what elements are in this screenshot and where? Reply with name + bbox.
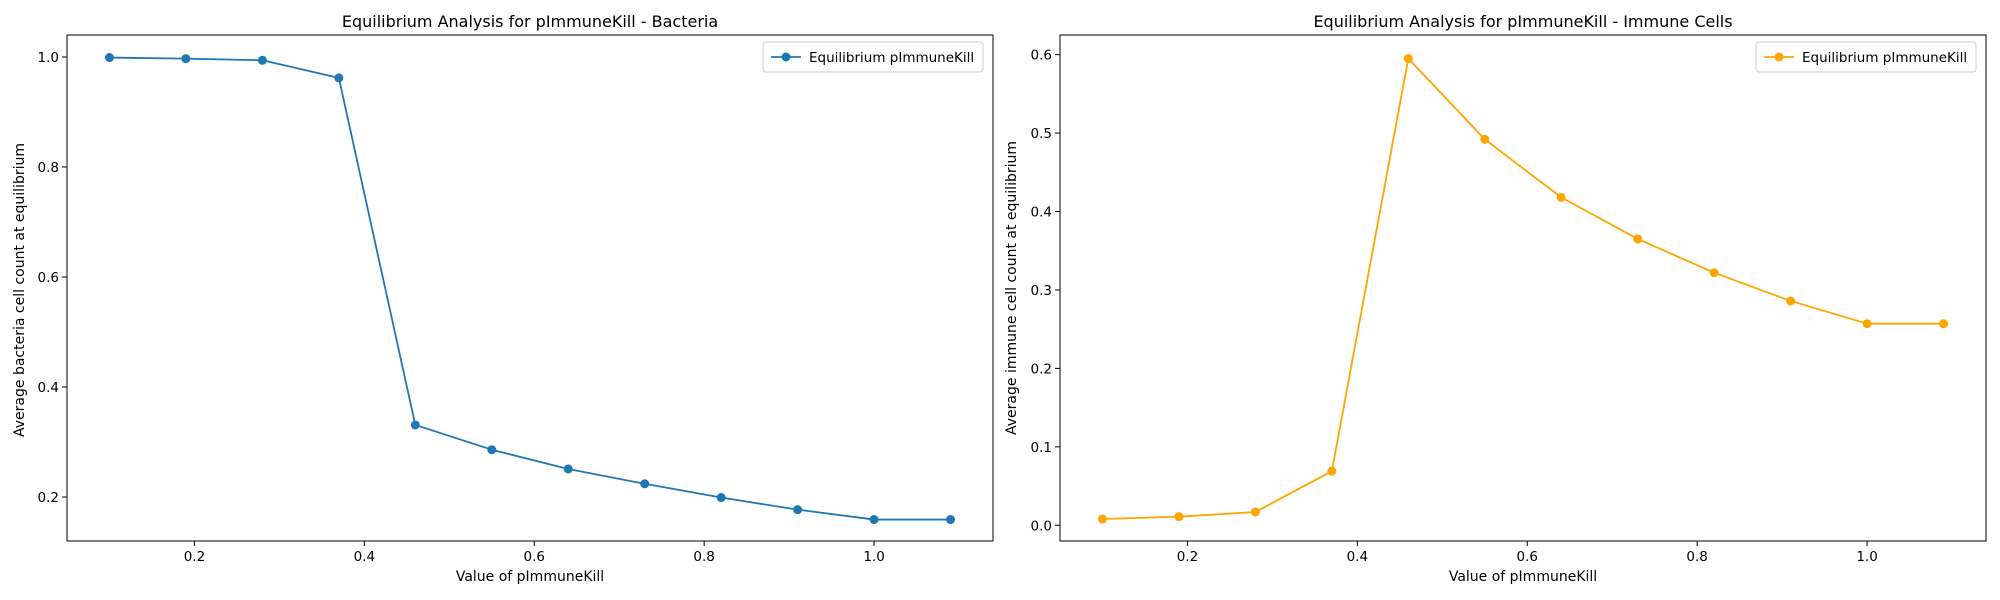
data-point (1097, 514, 1107, 524)
data-point (1403, 54, 1413, 64)
data-point (257, 55, 267, 65)
y-tick-label: 0.0 (1031, 518, 1052, 534)
x-tick-label: 0.8 (693, 549, 714, 565)
x-tick-label: 0.4 (354, 549, 375, 565)
data-point (1556, 192, 1566, 202)
x-tick-label: 0.8 (1686, 549, 1707, 565)
data-point (104, 53, 114, 63)
legend-swatch-marker (1774, 52, 1784, 62)
chart-title: Equilibrium Analysis for pImmuneKill - B… (342, 12, 718, 31)
y-tick-label: 0.6 (38, 270, 59, 286)
y-tick-label: 0.8 (38, 160, 59, 176)
x-axis-label: Value of pImmuneKill (1449, 569, 1597, 585)
legend-box (762, 41, 984, 73)
y-tick-label: 0.5 (1031, 126, 1052, 142)
immune-cells-chart: Equilibrium Analysis for pImmuneKill - I… (1004, 12, 1987, 585)
data-point (1327, 466, 1337, 476)
legend-swatch-marker (781, 52, 791, 62)
chart-title: Equilibrium Analysis for pImmuneKill - I… (1313, 12, 1732, 31)
x-tick-label: 0.2 (1177, 549, 1198, 565)
y-tick-label: 0.3 (1031, 283, 1052, 299)
y-tick-label: 0.6 (1031, 48, 1052, 64)
y-axis-label: Average bacteria cell count at equilibri… (12, 143, 28, 437)
data-point (1633, 234, 1643, 244)
legend-label: Equilibrium pImmuneKill (809, 50, 974, 66)
data-point (487, 445, 497, 455)
y-axis-label: Average immune cell count at equilibrium (1004, 141, 1020, 435)
x-tick-label: 0.6 (524, 549, 545, 565)
data-point (716, 493, 726, 503)
data-point (410, 420, 420, 430)
axes-frame (66, 34, 994, 542)
data-point (334, 73, 344, 83)
plot-area: 0.2 0.4 0.6 0.8 1.0 0.2 0.4 0.6 0.8 1.0 Equilibriu… (38, 34, 994, 565)
data-point (869, 515, 879, 525)
data-point (1709, 268, 1719, 278)
legend-label: Equilibrium pImmuneKill (1802, 50, 1967, 66)
legend-box (1755, 41, 1977, 73)
data-point (1174, 512, 1184, 522)
data-point (1862, 319, 1872, 329)
y-tick-label: 1.0 (38, 50, 59, 66)
x-tick-label: 0.6 (1517, 549, 1538, 565)
data-point (1250, 507, 1260, 517)
data-point (1786, 296, 1796, 306)
y-tick-label: 0.2 (1031, 361, 1052, 377)
data-point (793, 505, 803, 515)
axes-frame (1059, 34, 1987, 542)
x-axis-label: Value of pImmuneKill (456, 569, 604, 585)
y-tick-label: 0.4 (1031, 205, 1052, 221)
bacteria-chart: Equilibrium Analysis for pImmuneKill - B… (12, 12, 994, 585)
x-tick-label: 0.4 (1347, 549, 1368, 565)
data-point (640, 479, 650, 489)
data-point (1480, 134, 1490, 144)
series-line (1102, 57, 1944, 520)
data-point (563, 464, 573, 474)
x-tick-label: 1.0 (863, 549, 884, 565)
data-point (946, 515, 956, 525)
y-tick-label: 0.1 (1031, 440, 1052, 456)
y-tick-label: 0.4 (38, 380, 59, 396)
data-point (1939, 319, 1949, 329)
legend: Equilibrium pImmuneKill (762, 41, 984, 73)
series-line (109, 56, 951, 521)
legend: Equilibrium pImmuneKill (1755, 41, 1977, 73)
x-tick-label: 1.0 (1856, 549, 1877, 565)
x-tick-label: 0.2 (184, 549, 205, 565)
plot-area: 0.2 0.4 0.6 0.8 1.0 0.0 0.1 0.2 0.3 0.4 0.5 0.6 Equi… (1031, 34, 1987, 565)
data-point (181, 54, 191, 64)
y-tick-label: 0.2 (38, 490, 59, 506)
